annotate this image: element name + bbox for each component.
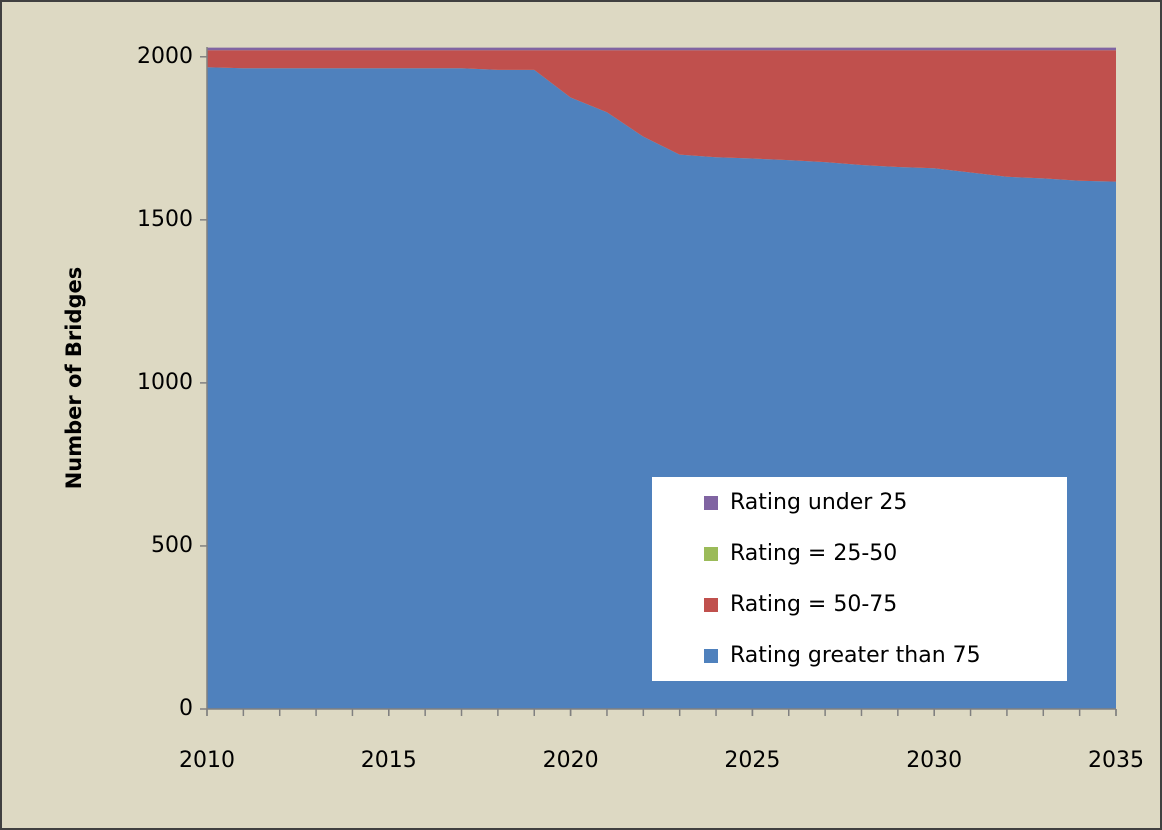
x-tick-label: 2035: [1088, 748, 1144, 773]
legend-label: Rating = 50-75: [730, 592, 897, 617]
y-tick-label: 1000: [137, 370, 193, 395]
legend-label: Rating under 25: [730, 490, 907, 515]
x-tick-label: 2010: [179, 748, 235, 773]
y-tick-label: 2000: [137, 44, 193, 69]
legend-swatch: [704, 649, 718, 663]
y-axis-label: Number of Bridges: [62, 267, 86, 490]
legend-swatch: [704, 496, 718, 510]
legend-swatch: [704, 598, 718, 612]
legend-box: [652, 477, 1067, 681]
x-tick-label: 2015: [361, 748, 417, 773]
x-tick-label: 2030: [906, 748, 962, 773]
legend-swatch: [704, 547, 718, 561]
x-tick-label: 2020: [543, 748, 599, 773]
area: [207, 50, 1116, 182]
area: [207, 47, 1116, 51]
legend-label: Rating = 25-50: [730, 541, 897, 566]
x-tick-label: 2025: [724, 748, 780, 773]
legend-label: Rating greater than 75: [730, 643, 981, 668]
y-tick-label: 0: [179, 696, 193, 721]
y-tick-label: 1500: [137, 207, 193, 232]
y-tick-label: 500: [151, 533, 193, 558]
